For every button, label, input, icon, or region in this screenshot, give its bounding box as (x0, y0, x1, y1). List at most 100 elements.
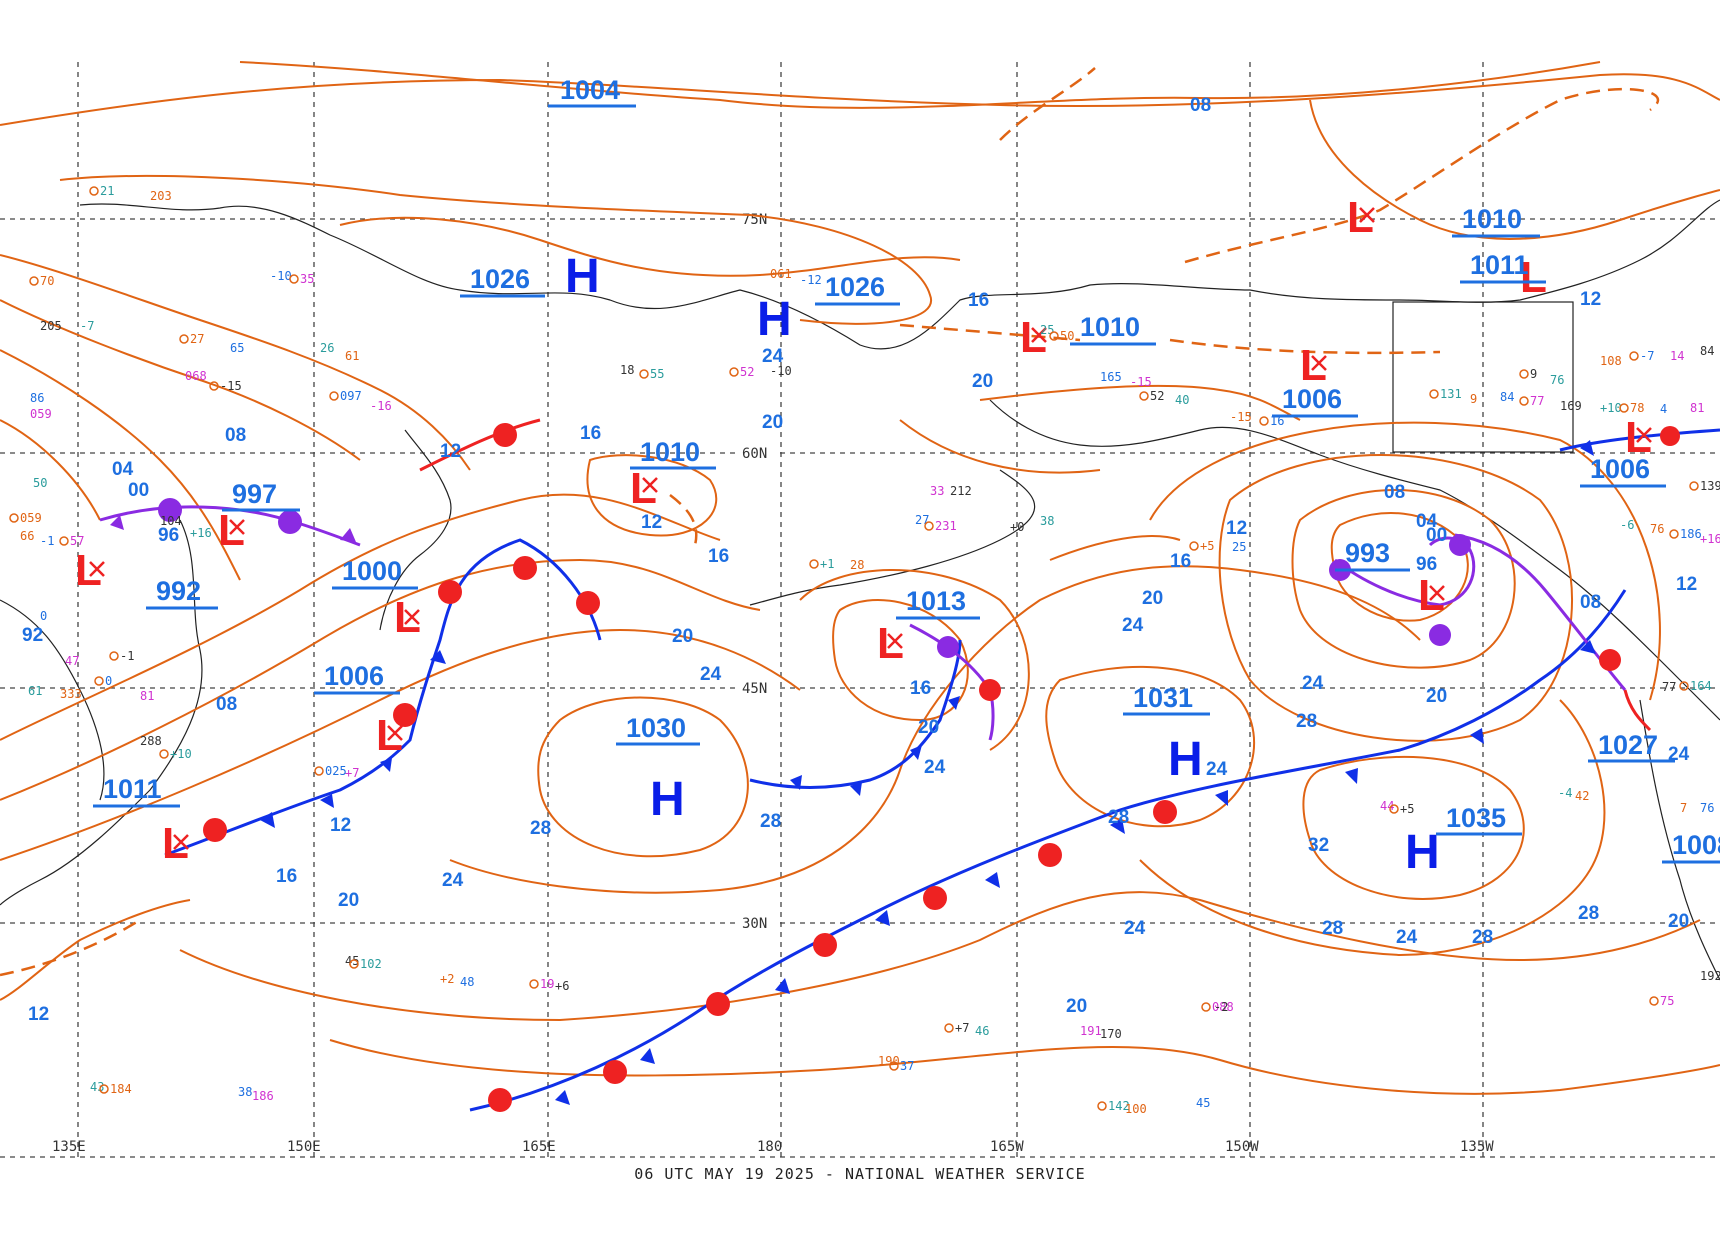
coastlines (0, 199, 1720, 981)
station-observation: 9 (1530, 367, 1537, 381)
station-observation: 186 (252, 1089, 274, 1103)
station-circle (529, 979, 539, 989)
station-observation: 38 (1040, 514, 1054, 528)
low-pressure-value: 1011 (1470, 250, 1529, 280)
isobar-label: 96 (1416, 554, 1437, 575)
station-circle (924, 521, 934, 531)
isobar-label: 16 (708, 546, 729, 567)
station-observation: 76 (1650, 522, 1664, 536)
isobar-label: 28 (1108, 807, 1129, 828)
station-observation: 186 (1680, 527, 1702, 541)
isobar-1016-alaska (899, 419, 1101, 474)
station-observation: +6 (555, 979, 569, 993)
station-observation: 45 (1196, 1096, 1210, 1110)
station-observation: 169 (1560, 399, 1582, 413)
isobar-label: 24 (1668, 744, 1690, 765)
station-observation: 059 (30, 407, 52, 421)
low-pressure-value: 992 (156, 576, 201, 606)
isobar-label: 20 (918, 717, 939, 738)
isobar-label: 24 (1122, 615, 1144, 636)
cold-front-pip (985, 872, 1000, 888)
warm-front-kamchatka (419, 418, 541, 472)
station-observation: 42 (1575, 789, 1589, 803)
high-pressure-value: 1030 (626, 713, 686, 743)
station-observation: 44 (1380, 799, 1394, 813)
station-observation: +5 (1400, 802, 1414, 816)
station-observation: +16 (1700, 532, 1720, 546)
station-observation: -16 (370, 399, 392, 413)
occlusion-symbol (158, 498, 182, 522)
station-circle (89, 186, 99, 196)
station-observation: 76 (1550, 373, 1564, 387)
troughs (0, 67, 1660, 977)
station-observation: 65 (230, 341, 244, 355)
longitude-labels: 135E 150E 165E 180 165W 150W 135W (52, 1139, 1494, 1155)
station-observation: 55 (650, 367, 664, 381)
low-center: L 1010 (1020, 312, 1156, 362)
lon-label-165w: 165W (990, 1139, 1024, 1155)
station-observation: -10 (770, 364, 792, 378)
station-observation: 7 (1680, 801, 1687, 815)
isobar-label: 24 (924, 757, 946, 778)
low-center: L 1000 (332, 556, 421, 642)
isobar-label: 12 (440, 441, 461, 462)
station-circle (9, 513, 19, 523)
station-circle (179, 334, 189, 344)
cold-front-pip (790, 775, 802, 790)
station-observation: -15 (220, 379, 242, 393)
station-circle (1689, 481, 1699, 491)
lat-label-30n: 30N (742, 916, 767, 932)
station-observation: -6 (1620, 518, 1634, 532)
station-observation: 27 (915, 513, 929, 527)
low-center: L 1010 (1347, 193, 1540, 242)
cold-front-pip (1110, 818, 1125, 834)
isobar-1016-1013 (799, 569, 1030, 751)
occlusion-symbol (110, 515, 124, 530)
station-observation: -1 (40, 534, 54, 548)
station-circle (1049, 331, 1059, 341)
isobar-1008 (59, 174, 933, 325)
lon-label-165e: 165E (522, 1139, 556, 1155)
isobar-label: 12 (28, 1004, 49, 1025)
lon-label-135e: 135E (52, 1139, 86, 1155)
station-circle (1189, 541, 1199, 551)
station-observation: -1 (120, 649, 134, 663)
station-circle (1201, 1002, 1211, 1012)
station-observation: 025 (325, 764, 347, 778)
isobar-1028-closed-1031 (1045, 665, 1256, 828)
cold-front-pip (260, 812, 275, 828)
warm-front-semicircle (923, 886, 947, 910)
high-pressure-value: 1035 (1446, 803, 1506, 833)
station-observation: 102 (360, 957, 382, 971)
isobar-label: 32 (1308, 835, 1329, 856)
low-symbol: L (394, 593, 421, 642)
isobar-label: 24 (1302, 673, 1324, 694)
station-observation: 84 (1700, 344, 1714, 358)
station-observation: 18 (620, 363, 634, 377)
station-observation: -7 (80, 319, 94, 333)
isobar-1032-closed (1302, 755, 1525, 900)
isobar-1020-south (179, 891, 1701, 1022)
station-circle (29, 276, 39, 286)
lon-label-180: 180 (757, 1139, 782, 1155)
japan-coastline (0, 519, 203, 906)
isobar-1016-south (329, 1039, 1720, 1095)
station-observation: 142 (1108, 1099, 1130, 1113)
station-observation: +0 (1010, 520, 1024, 534)
station-observation: 104 (160, 514, 182, 528)
isobar-label: 08 (1384, 482, 1405, 503)
isobar-label: 20 (1066, 996, 1087, 1017)
isobar-label: 16 (910, 678, 931, 699)
warm-front-semicircle (513, 556, 537, 580)
station-observation: 52 (740, 365, 754, 379)
isobar-1028-closed-1030 (537, 696, 749, 858)
station-circle (329, 391, 339, 401)
warm-front-semicircle (603, 1060, 627, 1084)
high-pressure-value: 1031 (1133, 683, 1193, 713)
station-observation: 203 (150, 189, 172, 203)
station-observation: -7 (1640, 349, 1654, 363)
cold-front-1013 (749, 639, 962, 789)
station-observation: -10 (270, 269, 292, 283)
station-observation: 70 (40, 274, 54, 288)
trough-alaska (1169, 338, 1441, 355)
